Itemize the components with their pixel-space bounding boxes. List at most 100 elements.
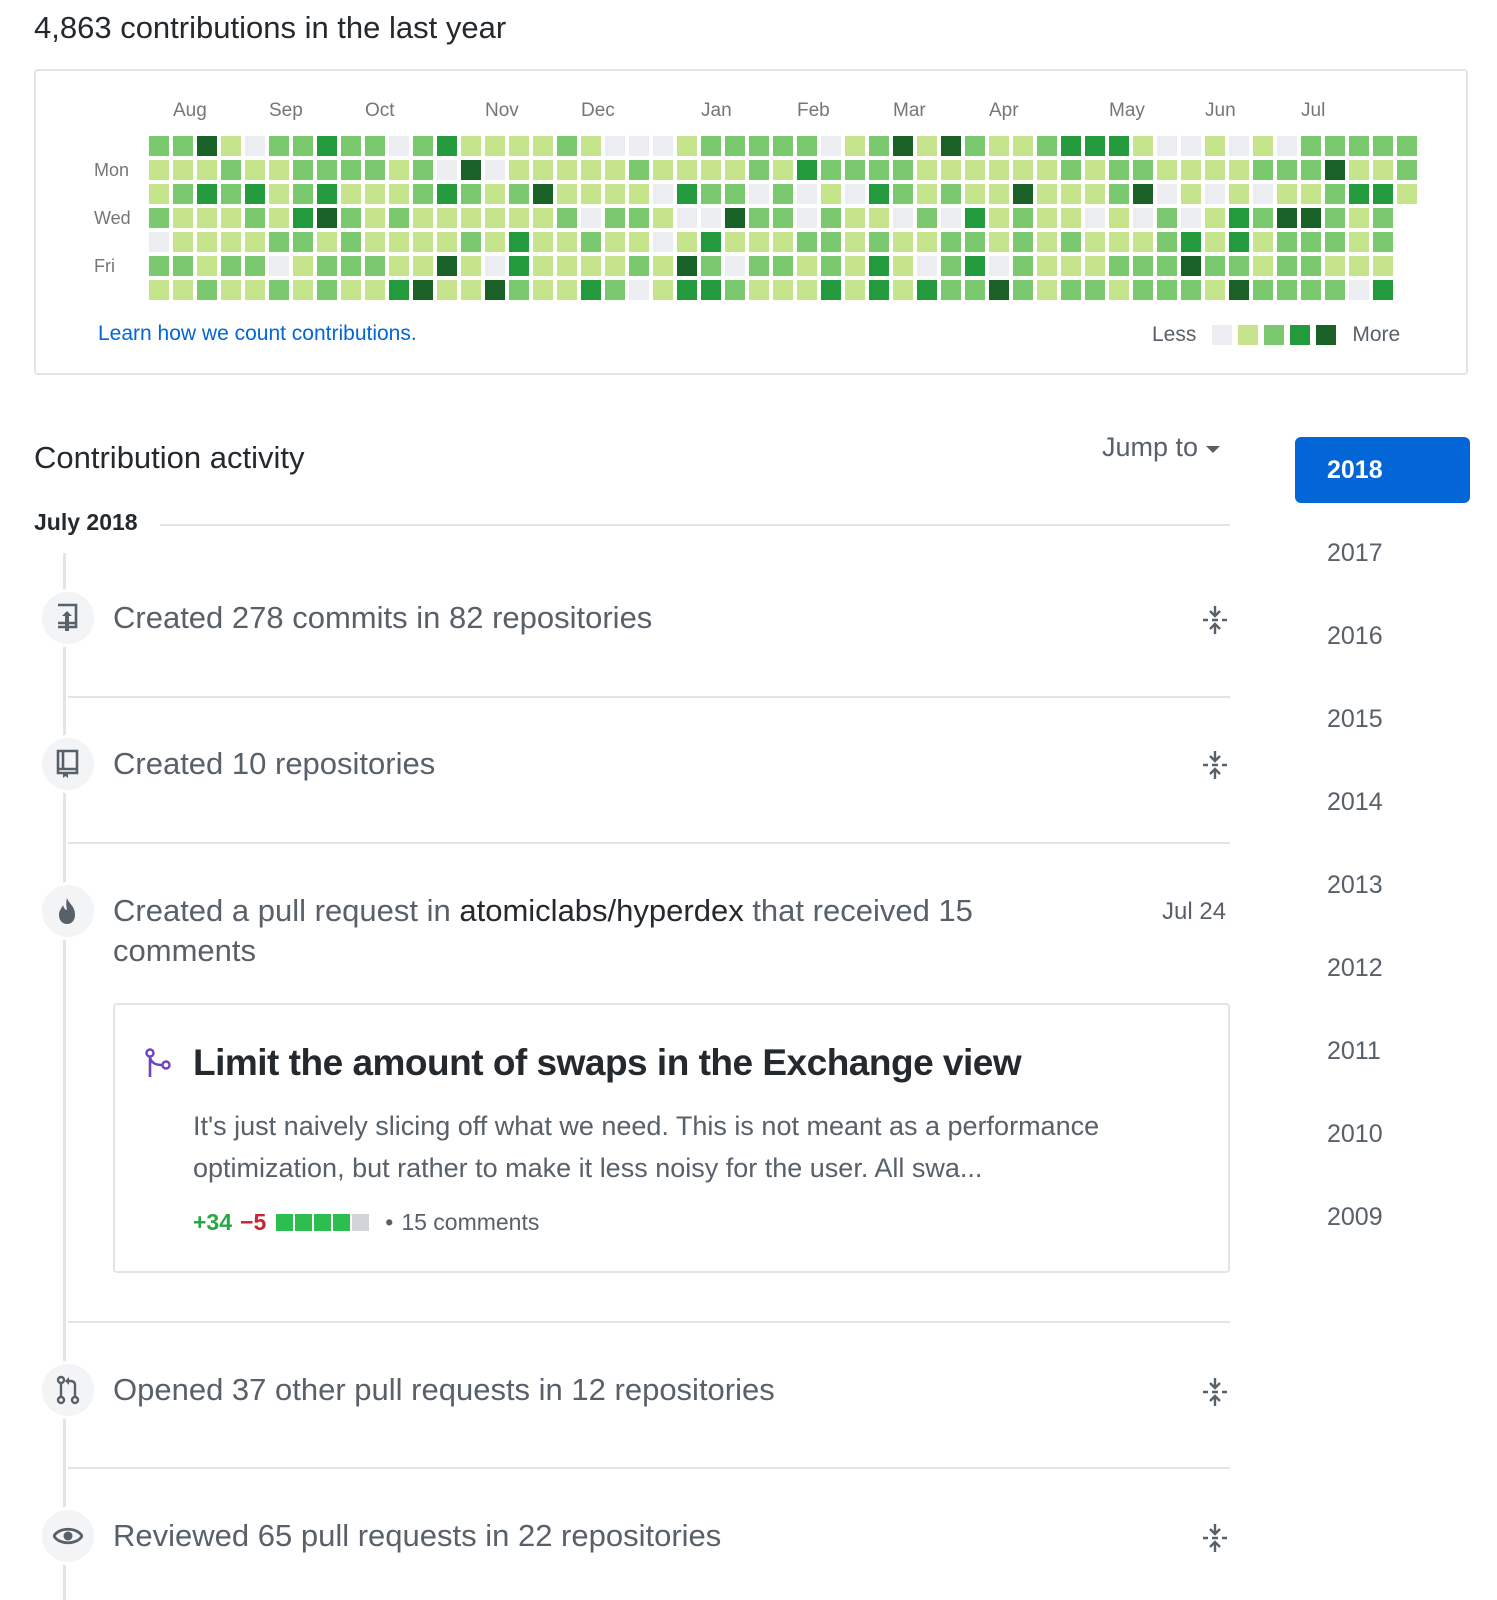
contribution-day[interactable]	[1109, 280, 1129, 300]
contribution-day[interactable]	[1085, 136, 1105, 156]
contribution-day[interactable]	[245, 184, 265, 204]
contribution-day[interactable]	[869, 256, 889, 276]
contribution-day[interactable]	[605, 184, 625, 204]
contribution-day[interactable]	[197, 160, 217, 180]
contribution-day[interactable]	[677, 208, 697, 228]
contribution-day[interactable]	[149, 280, 169, 300]
contribution-day[interactable]	[581, 184, 601, 204]
contribution-day[interactable]	[1205, 184, 1225, 204]
contribution-day[interactable]	[221, 256, 241, 276]
contribution-day[interactable]	[1037, 160, 1057, 180]
contribution-day[interactable]	[1205, 280, 1225, 300]
contribution-day[interactable]	[293, 136, 313, 156]
contribution-day[interactable]	[245, 208, 265, 228]
contribution-day[interactable]	[869, 160, 889, 180]
year-link-2017[interactable]: 2017	[1327, 538, 1383, 567]
contribution-day[interactable]	[581, 160, 601, 180]
contribution-day[interactable]	[701, 160, 721, 180]
contribution-day[interactable]	[293, 256, 313, 276]
contribution-day[interactable]	[965, 136, 985, 156]
contribution-day[interactable]	[269, 184, 289, 204]
contribution-day[interactable]	[1109, 256, 1129, 276]
contribution-day[interactable]	[989, 208, 1009, 228]
contribution-day[interactable]	[1181, 232, 1201, 252]
contribution-day[interactable]	[389, 208, 409, 228]
contribution-day[interactable]	[293, 184, 313, 204]
contribution-day[interactable]	[317, 256, 337, 276]
pr-repo-link[interactable]: atomiclabs/hyperdex	[459, 893, 744, 928]
contribution-day[interactable]	[773, 208, 793, 228]
contribution-day[interactable]	[149, 136, 169, 156]
contribution-day[interactable]	[1205, 232, 1225, 252]
fold-icon[interactable]	[1200, 1377, 1230, 1407]
contribution-day[interactable]	[1205, 136, 1225, 156]
contribution-day[interactable]	[701, 280, 721, 300]
contribution-day[interactable]	[869, 232, 889, 252]
contribution-day[interactable]	[749, 280, 769, 300]
contribution-day[interactable]	[749, 232, 769, 252]
contribution-day[interactable]	[1205, 256, 1225, 276]
contribution-day[interactable]	[1349, 136, 1369, 156]
contribution-day[interactable]	[317, 160, 337, 180]
year-link-2010[interactable]: 2010	[1327, 1119, 1383, 1148]
contribution-day[interactable]	[965, 232, 985, 252]
contribution-day[interactable]	[149, 256, 169, 276]
contribution-day[interactable]	[533, 256, 553, 276]
contribution-day[interactable]	[149, 232, 169, 252]
contribution-day[interactable]	[1253, 184, 1273, 204]
contribution-day[interactable]	[893, 256, 913, 276]
contribution-day[interactable]	[365, 280, 385, 300]
contribution-day[interactable]	[1037, 136, 1057, 156]
contribution-day[interactable]	[1037, 256, 1057, 276]
contribution-day[interactable]	[701, 232, 721, 252]
contribution-day[interactable]	[413, 160, 433, 180]
contribution-day[interactable]	[941, 160, 961, 180]
contribution-day[interactable]	[725, 136, 745, 156]
contribution-day[interactable]	[1373, 160, 1393, 180]
contribution-day[interactable]	[1397, 160, 1417, 180]
contribution-day[interactable]	[1229, 136, 1249, 156]
contribution-day[interactable]	[509, 136, 529, 156]
contribution-day[interactable]	[1061, 208, 1081, 228]
contribution-day[interactable]	[1229, 232, 1249, 252]
contribution-day[interactable]	[1373, 136, 1393, 156]
contribution-day[interactable]	[1133, 136, 1153, 156]
pr-comments-count[interactable]: 15 comments	[401, 1209, 540, 1235]
contribution-day[interactable]	[653, 184, 673, 204]
contribution-day[interactable]	[269, 136, 289, 156]
contribution-day[interactable]	[989, 256, 1009, 276]
contribution-day[interactable]	[461, 160, 481, 180]
contribution-day[interactable]	[1325, 256, 1345, 276]
contribution-day[interactable]	[893, 136, 913, 156]
jump-to-dropdown[interactable]: Jump to	[1102, 432, 1221, 463]
contribution-day[interactable]	[797, 184, 817, 204]
contribution-day[interactable]	[437, 208, 457, 228]
contribution-day[interactable]	[917, 208, 937, 228]
pull-request-card[interactable]	[113, 1003, 1230, 1273]
contribution-day[interactable]	[1229, 256, 1249, 276]
contribution-day[interactable]	[245, 136, 265, 156]
contribution-day[interactable]	[413, 256, 433, 276]
contribution-day[interactable]	[965, 256, 985, 276]
contribution-day[interactable]	[653, 256, 673, 276]
contribution-day[interactable]	[893, 232, 913, 252]
year-link-2011[interactable]: 2011	[1327, 1036, 1381, 1065]
contribution-day[interactable]	[773, 256, 793, 276]
contribution-day[interactable]	[1061, 256, 1081, 276]
year-link-2018[interactable]: 2018	[1295, 437, 1470, 503]
contribution-day[interactable]	[221, 184, 241, 204]
contribution-day[interactable]	[677, 256, 697, 276]
contribution-day[interactable]	[1349, 256, 1369, 276]
contribution-day[interactable]	[1325, 160, 1345, 180]
contribution-day[interactable]	[1085, 160, 1105, 180]
contribution-day[interactable]	[461, 256, 481, 276]
contribution-day[interactable]	[1061, 184, 1081, 204]
contribution-day[interactable]	[221, 280, 241, 300]
contribution-day[interactable]	[1013, 208, 1033, 228]
contribution-day[interactable]	[845, 208, 865, 228]
contribution-day[interactable]	[245, 280, 265, 300]
contribution-day[interactable]	[221, 232, 241, 252]
contribution-day[interactable]	[269, 208, 289, 228]
contribution-day[interactable]	[485, 136, 505, 156]
contribution-day[interactable]	[941, 208, 961, 228]
